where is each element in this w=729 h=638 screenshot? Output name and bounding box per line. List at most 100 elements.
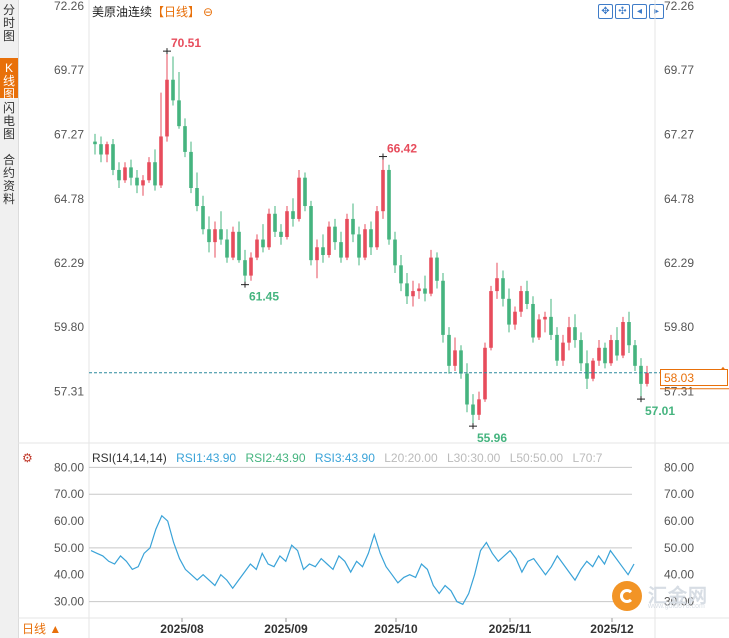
- chart-toolbar: ✥ ✣ ◂ ▸: [598, 1, 666, 19]
- y-tick-right-4: 62.29: [664, 256, 694, 270]
- y-tick-left-2: 67.27: [54, 128, 84, 142]
- candle-body: [609, 340, 613, 364]
- zoom-out-icon[interactable]: ✣: [615, 4, 630, 19]
- candle-body: [525, 291, 529, 304]
- tab-kline[interactable]: K线图: [0, 58, 18, 101]
- candle-body: [327, 226, 331, 256]
- candle-body: [399, 265, 403, 284]
- indicator-settings-icon[interactable]: ⚙: [22, 451, 33, 465]
- candle-body: [105, 144, 109, 155]
- candle-body: [135, 177, 139, 186]
- scroll-right-icon[interactable]: ▸: [649, 4, 664, 19]
- candle-body: [507, 298, 511, 325]
- rsi-y-tick-left-2: 60.00: [54, 514, 84, 528]
- period-select-button[interactable]: 日线 ▲: [22, 622, 62, 636]
- candle-body: [147, 162, 151, 181]
- extreme-label-3: 55.96: [477, 431, 507, 445]
- candle-body: [375, 211, 379, 248]
- candle-body: [519, 291, 523, 312]
- tab-flash-chart[interactable]: 闪电图: [2, 101, 15, 141]
- candle-body: [447, 334, 451, 366]
- candle-body: [267, 213, 271, 248]
- chart-header: 美原油连续【日线】 ⊖: [92, 3, 213, 20]
- candle-body: [555, 334, 559, 361]
- rsi-legend-rsi3: RSI3:43.90: [314, 451, 375, 465]
- instrument-title: 美原油连续: [92, 5, 153, 19]
- candle-body: [357, 234, 361, 258]
- candle-body: [231, 231, 235, 258]
- extreme-label-2: 61.45: [249, 290, 279, 304]
- tab-intraday[interactable]: 分时图: [2, 3, 15, 43]
- y-tick-right-5: 59.80: [664, 320, 694, 334]
- candle-body: [627, 322, 631, 346]
- rsi-line: [90, 514, 635, 606]
- candle-body: [309, 206, 313, 261]
- candle-body: [321, 247, 325, 256]
- extreme-label-4: 57.01: [645, 404, 675, 418]
- candle-body: [183, 126, 187, 152]
- candle-body: [237, 231, 241, 261]
- logo-url: www.gold678.com: [648, 603, 705, 610]
- x-tick-label-1: 2025/09: [264, 622, 308, 636]
- candle-body: [141, 180, 145, 186]
- candle-body: [423, 288, 427, 294]
- watermark-logo: 汇金网 www.gold678.com: [612, 581, 716, 613]
- candle-body: [195, 187, 199, 207]
- tab-contract-info[interactable]: 合约资料: [2, 153, 15, 206]
- candle-body: [573, 327, 577, 341]
- candle-body: [225, 239, 229, 258]
- y-tick-left-1: 69.77: [54, 63, 84, 77]
- candle-body: [591, 360, 595, 379]
- logo-text: 汇金网: [648, 586, 709, 607]
- candle-body: [333, 226, 337, 243]
- candle-body: [411, 291, 415, 297]
- candle-body: [387, 169, 391, 240]
- candle-body: [537, 319, 541, 338]
- rsi-legend-l50: L50:50.00: [509, 451, 564, 465]
- candle-body: [261, 239, 265, 248]
- candle-body: [117, 169, 121, 181]
- candle-body: [585, 363, 589, 379]
- scroll-left-icon[interactable]: ◂: [632, 4, 647, 19]
- y-tick-right-1: 69.77: [664, 63, 694, 77]
- logo-icon: [612, 581, 642, 611]
- candle-body: [213, 229, 217, 243]
- candle-body: [243, 260, 247, 276]
- rsi-y-tick-right-4: 40.00: [664, 568, 694, 582]
- x-tick-label-4: 2025/12: [590, 622, 634, 636]
- y-tick-left-3: 64.78: [54, 192, 84, 206]
- y-tick-right-3: 64.78: [664, 192, 694, 206]
- candle-body: [549, 316, 553, 335]
- candle-body: [435, 257, 439, 281]
- candle-body: [363, 229, 367, 258]
- y-tick-left-4: 62.29: [54, 256, 84, 270]
- candle-body: [303, 177, 307, 207]
- candle-body: [129, 167, 133, 178]
- rsi-y-tick-left-3: 50.00: [54, 541, 84, 555]
- rsi-y-tick-left-1: 70.00: [54, 487, 84, 501]
- zoom-in-icon[interactable]: ✥: [598, 4, 613, 19]
- y-tick-left-0: 72.26: [54, 0, 84, 13]
- rsi-legend-l30: L30:30.00: [446, 451, 501, 465]
- candle-body: [249, 257, 253, 276]
- rsi-y-tick-left-0: 80.00: [54, 460, 84, 474]
- candle-body: [165, 79, 169, 137]
- candle-body: [579, 340, 583, 364]
- candle-body: [219, 229, 223, 240]
- candle-body: [465, 373, 469, 405]
- candle-body: [489, 291, 493, 348]
- candle-body: [633, 345, 637, 366]
- candle-body: [153, 162, 157, 186]
- period-label[interactable]: 【日线】: [152, 5, 201, 19]
- candle-body: [543, 316, 547, 320]
- x-tick-label-2: 2025/10: [374, 622, 418, 636]
- collapse-icon[interactable]: ⊖: [203, 5, 214, 19]
- y-tick-left-5: 59.80: [54, 320, 84, 334]
- candle-body: [123, 167, 127, 181]
- candle-body: [273, 213, 277, 232]
- rsi-legend-rsi1: RSI1:43.90: [176, 451, 237, 465]
- rsi-y-tick-left-4: 40.00: [54, 568, 84, 582]
- extreme-label-1: 66.42: [387, 142, 417, 156]
- candle-body: [603, 347, 607, 364]
